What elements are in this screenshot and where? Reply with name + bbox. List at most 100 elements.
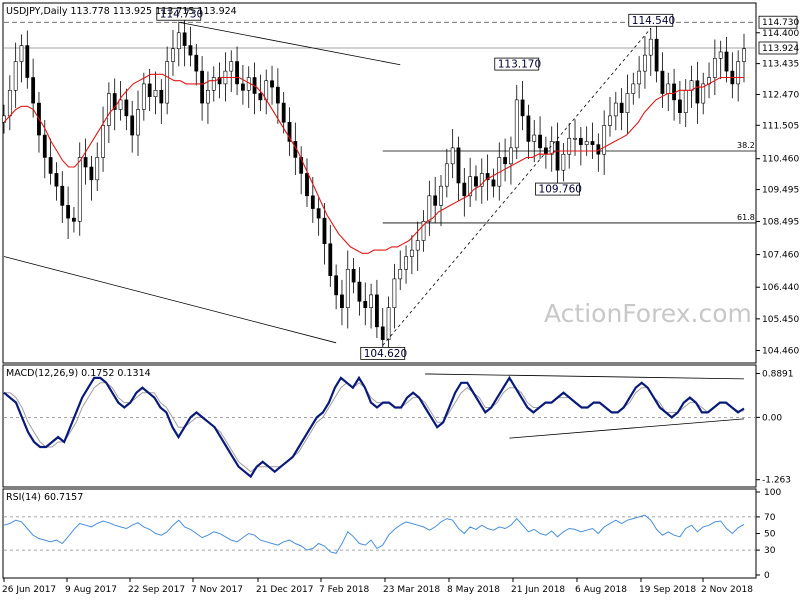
- x-axis-label: 21 Dec 2017: [256, 585, 314, 595]
- candle-body: [211, 77, 216, 91]
- candle-body: [375, 294, 379, 328]
- candle-body: [444, 163, 449, 187]
- candle-body: [474, 176, 478, 187]
- candle-body: [322, 217, 327, 245]
- candle-body: [619, 102, 624, 113]
- watermark: ActionForex.com: [544, 299, 752, 328]
- candle-body: [229, 61, 234, 72]
- annotation-label: 114.730: [160, 9, 203, 21]
- candle-body: [392, 278, 397, 308]
- fib-label: 61.8: [737, 213, 755, 222]
- chart-title: USDJPY,Daily 113.778 113.925 113.715 113…: [6, 6, 237, 17]
- candle-body: [66, 205, 70, 219]
- candle-body: [281, 102, 286, 123]
- candle-body: [573, 137, 577, 140]
- annotation-label: 113.170: [498, 59, 541, 71]
- macd-line: [3, 375, 745, 479]
- candle-body: [72, 217, 76, 222]
- candle-body: [351, 269, 356, 283]
- candle-body: [678, 99, 682, 113]
- rsi-axis-label: 30: [764, 546, 776, 556]
- candle-body: [404, 256, 408, 270]
- candle-body: [439, 185, 443, 206]
- candle-body: [130, 115, 135, 136]
- title-ohlc: 113.778 113.925 113.715 113.924: [71, 6, 237, 17]
- annotation-box: [628, 13, 674, 27]
- price-axis-label: 114.400: [762, 29, 799, 39]
- candle-body: [124, 99, 129, 117]
- candle-body: [450, 147, 455, 165]
- x-axis-label: 21 Jun 2018: [511, 585, 565, 595]
- candle-body: [7, 90, 12, 117]
- candle-body: [672, 83, 676, 101]
- candle-body: [153, 90, 158, 97]
- candle-body: [584, 141, 589, 145]
- candle-body: [468, 176, 473, 197]
- candle-body: [287, 121, 292, 142]
- candle-body: [503, 157, 508, 165]
- x-axis-label: 23 Mar 2018: [383, 585, 440, 595]
- candle-body: [275, 86, 280, 104]
- candle-body: [194, 54, 199, 72]
- sma-line: [3, 73, 744, 254]
- annotation-box: [494, 57, 540, 71]
- candle-body: [176, 32, 181, 50]
- price-axis-label: 112.470: [762, 90, 799, 100]
- candle-body: [25, 45, 30, 78]
- x-axis-label: 7 Feb 2018: [319, 585, 370, 595]
- price-trendline: [178, 21, 401, 66]
- candle-body: [625, 93, 630, 113]
- x-axis-label: 19 Sep 2018: [639, 585, 696, 595]
- level-box: [758, 15, 798, 29]
- candle-body: [171, 48, 175, 62]
- macd-panel-frame: [2, 364, 757, 488]
- annotation-label: 109.760: [539, 184, 582, 196]
- annotation-label: 104.620: [364, 348, 407, 360]
- price-trendline: [3, 256, 337, 344]
- macd-trendline: [425, 373, 745, 380]
- candle-body: [206, 90, 210, 104]
- level-box: [758, 41, 798, 55]
- candle-body: [188, 45, 193, 56]
- candle-body: [141, 83, 146, 110]
- price-panel-frame: [2, 2, 757, 364]
- price-axis-label: 111.505: [762, 121, 799, 131]
- candle-body: [316, 208, 321, 219]
- candle-body: [369, 294, 373, 308]
- rsi-axis-label: 100: [764, 488, 781, 498]
- macd-axis-label: -1.263: [762, 476, 791, 486]
- candle-body: [433, 195, 438, 206]
- x-axis-label: 22 Sep 2017: [128, 585, 185, 595]
- candle-body: [386, 307, 391, 340]
- candle-body: [13, 61, 18, 91]
- candle-body: [42, 134, 47, 158]
- price-axis-label: 108.495: [762, 218, 799, 228]
- candle-body: [363, 300, 368, 308]
- candle-body: [602, 125, 607, 155]
- annotation-label: 114.540: [632, 15, 675, 27]
- candle-body: [718, 51, 723, 59]
- rsi-axis-label: 70: [764, 513, 776, 523]
- candle-body: [305, 173, 309, 197]
- candle-body: [101, 125, 105, 158]
- macd-axis-label: 0.00: [762, 413, 782, 423]
- candle-body: [695, 80, 700, 104]
- candle-body: [462, 182, 467, 197]
- macd-axis-label: 0.8891: [762, 369, 794, 379]
- candle-body: [258, 93, 263, 101]
- fib-label: 38.2: [737, 141, 755, 150]
- price-axis-label: 109.495: [762, 186, 799, 196]
- price-axis-label: 105.450: [762, 315, 799, 325]
- rsi-line: [3, 514, 745, 554]
- level-label: 114.730: [762, 18, 799, 28]
- candle-body: [217, 77, 222, 85]
- candle-body: [380, 326, 385, 340]
- annotation-box: [156, 7, 202, 21]
- candle-body: [83, 157, 88, 168]
- candle-body: [427, 195, 432, 222]
- candle-body: [48, 157, 53, 174]
- annotation-box: [535, 182, 580, 196]
- candle-body: [643, 54, 647, 72]
- candle-body: [409, 249, 414, 257]
